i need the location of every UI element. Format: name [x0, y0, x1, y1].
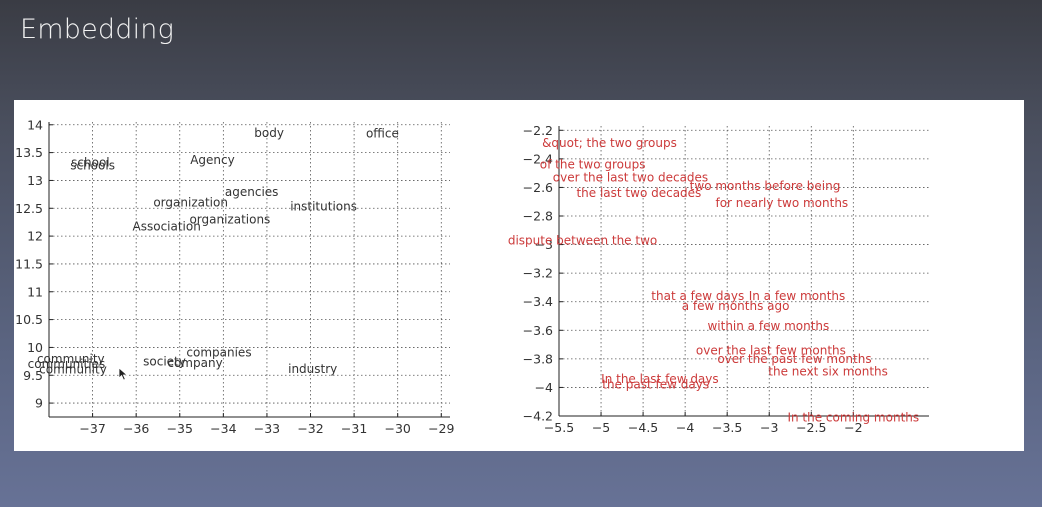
- word-point-label: body: [254, 126, 284, 140]
- x-tick-label: −35: [167, 421, 193, 436]
- x-tick-label: −34: [210, 421, 236, 436]
- word-point-label: institutions: [290, 200, 357, 214]
- y-tick-label: −3.8: [523, 351, 553, 366]
- x-tick-label: −33: [254, 421, 280, 436]
- y-tick-label: −3.2: [523, 266, 553, 281]
- word-point-label: a few months ago: [682, 299, 790, 313]
- y-tick-label: −3: [535, 237, 553, 252]
- x-tick-label: −4.5: [628, 420, 658, 435]
- word-point-label: agencies: [225, 185, 279, 199]
- word-point-label: society: [143, 354, 186, 368]
- x-tick-label: −5.5: [544, 420, 574, 435]
- x-tick-label: −30: [385, 421, 411, 436]
- word-point-label: company: [167, 356, 222, 370]
- word-point-label: In a few months: [749, 289, 846, 303]
- x-tick-label: −31: [341, 421, 367, 436]
- y-tick-label: −4: [535, 380, 553, 395]
- plot-2: −5.5 −5 −4.5 −4 −3.5 −3 −2.5 −2 −2.2 −2.4 −2.6 −2.8…: [508, 123, 929, 435]
- word-point-label: Agency: [190, 153, 235, 167]
- x-tick-label: −29: [428, 421, 454, 436]
- x-tick-label: −2: [844, 420, 862, 435]
- y-tick-label: −2.4: [523, 151, 553, 166]
- y-tick-label: −3.4: [523, 294, 553, 309]
- mouse-cursor-icon: [118, 367, 129, 381]
- word-point-label: Association: [133, 220, 201, 234]
- word-point-label: over the last few months: [696, 343, 846, 357]
- x-tick-label: −37: [79, 421, 105, 436]
- y-tick-label: 10.5: [15, 312, 43, 327]
- word-point-label: within a few months: [707, 319, 829, 333]
- word-point-label: companies: [186, 345, 251, 359]
- slide-title: Embedding: [20, 14, 175, 45]
- word-point-label: communities: [28, 357, 106, 371]
- x-tick-label: −3: [760, 420, 778, 435]
- embedding-plots: −37 −36 −35 −34 −33 −32 −31 −30 −29 9 9.5 10 10.5 11 1…: [15, 117, 929, 436]
- y-tick-label: 10: [27, 340, 43, 355]
- word-point-label: organization: [153, 196, 228, 210]
- y-tick-label: 9.5: [23, 368, 43, 383]
- word-point-label: two months before being: [690, 179, 841, 193]
- word-point-label: that a few days: [651, 289, 744, 303]
- y-tick-label: 13.5: [15, 145, 43, 160]
- x-tick-label: −2.5: [796, 420, 826, 435]
- word-point-label: of the two groups: [540, 158, 646, 172]
- y-tick-label: −2.6: [523, 180, 553, 195]
- word-point-label: school: [71, 156, 109, 170]
- word-point-label: the past few days: [602, 378, 709, 392]
- word-point-label: In the coming months: [787, 410, 919, 424]
- word-point-label: over the last two decades: [553, 170, 708, 184]
- plot-1: −37 −36 −35 −34 −33 −32 −31 −30 −29 9 9.5 10 10.5 11 1…: [15, 117, 454, 436]
- word-point-label: industry: [288, 362, 337, 376]
- word-point-label: community: [39, 363, 107, 377]
- y-tick-label: 12.5: [15, 201, 43, 216]
- y-tick-label: 14: [27, 117, 43, 132]
- word-point-label: community: [37, 352, 105, 366]
- y-tick-label: 11: [27, 284, 43, 299]
- y-tick-label: −2.2: [523, 123, 553, 138]
- y-tick-label: 12: [27, 229, 43, 244]
- word-point-label: schools: [70, 158, 115, 172]
- y-tick-label: −4.2: [523, 409, 553, 424]
- word-point-label: In the last few days: [601, 372, 719, 386]
- word-point-label: the next six months: [768, 365, 888, 379]
- y-tick-label: −3.6: [523, 323, 553, 338]
- word-point-label: over the past few months: [717, 352, 871, 366]
- x-tick-label: −4: [676, 420, 694, 435]
- word-point-label: for nearly two months: [715, 196, 848, 210]
- word-point-label: organizations: [189, 212, 270, 226]
- x-tick-label: −5: [592, 420, 610, 435]
- word-point-label: the last two decades: [576, 186, 701, 200]
- word-point-label: &quot; the two groups: [542, 136, 677, 150]
- word-point-label: office: [366, 127, 399, 141]
- y-tick-label: 9: [35, 396, 43, 411]
- chart-panel: −37 −36 −35 −34 −33 −32 −31 −30 −29 9 9.5 10 10.5 11 1…: [14, 100, 1024, 451]
- x-tick-label: −36: [123, 421, 149, 436]
- word-point-label: dispute between the two: [508, 233, 657, 247]
- x-tick-label: −32: [297, 421, 323, 436]
- x-tick-label: −3.5: [712, 420, 742, 435]
- y-tick-label: 13: [27, 173, 43, 188]
- y-tick-label: 11.5: [15, 256, 43, 271]
- y-tick-label: −2.8: [523, 209, 553, 224]
